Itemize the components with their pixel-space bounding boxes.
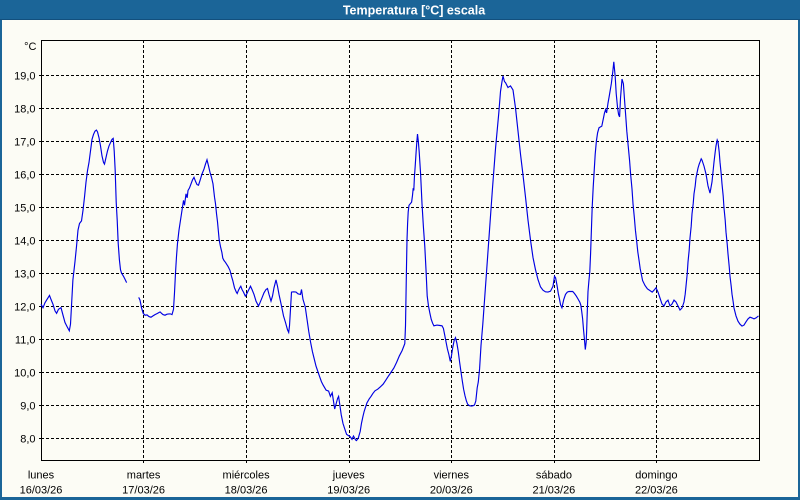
svg-text:16/03/26: 16/03/26 — [20, 485, 63, 497]
svg-text:8,0: 8,0 — [20, 434, 35, 446]
svg-text:18/03/26: 18/03/26 — [225, 485, 268, 497]
svg-text:viernes: viernes — [434, 470, 470, 482]
svg-text:20/03/26: 20/03/26 — [430, 485, 473, 497]
svg-text:martes: martes — [127, 470, 161, 482]
svg-text:18,0: 18,0 — [14, 104, 35, 116]
svg-text:jueves: jueves — [332, 470, 365, 482]
svg-text:9,0: 9,0 — [20, 401, 35, 413]
svg-text:22/03/26: 22/03/26 — [635, 485, 678, 497]
svg-text:miércoles: miércoles — [223, 470, 271, 482]
svg-text:19,0: 19,0 — [14, 71, 35, 83]
svg-text:12,0: 12,0 — [14, 302, 35, 314]
svg-text:17/03/26: 17/03/26 — [122, 485, 165, 497]
svg-text:19/03/26: 19/03/26 — [327, 485, 370, 497]
svg-text:17,0: 17,0 — [14, 137, 35, 149]
svg-text:13,0: 13,0 — [14, 269, 35, 281]
svg-text:16,0: 16,0 — [14, 170, 35, 182]
svg-text:14,0: 14,0 — [14, 236, 35, 248]
svg-text:sábado: sábado — [536, 470, 572, 482]
svg-text:21/03/26: 21/03/26 — [532, 485, 575, 497]
svg-text:11,0: 11,0 — [15, 335, 36, 347]
svg-text:10,0: 10,0 — [14, 368, 35, 380]
svg-text:lunes: lunes — [28, 470, 55, 482]
svg-text:°C: °C — [24, 41, 36, 53]
svg-text:Temperatura [°C] escala: Temperatura [°C] escala — [343, 4, 486, 18]
svg-text:15,0: 15,0 — [14, 203, 35, 215]
svg-text:domingo: domingo — [635, 470, 677, 482]
